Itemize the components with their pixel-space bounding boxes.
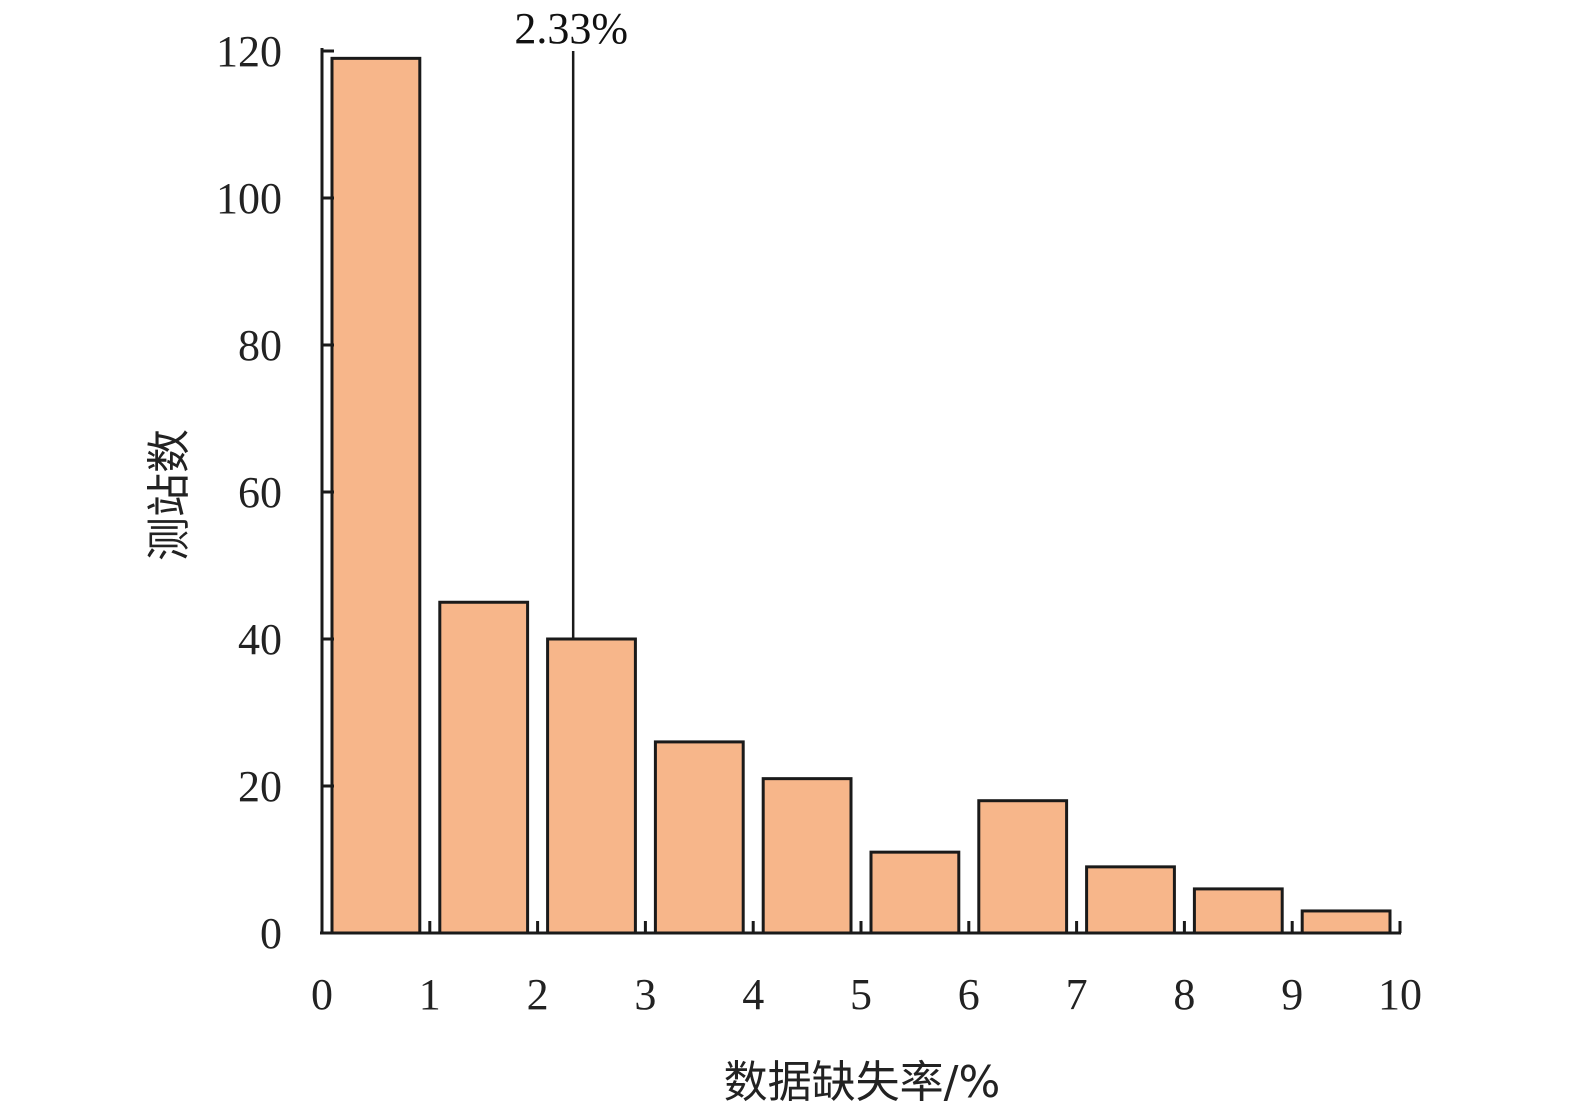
x-tick-label-1: 1: [419, 970, 441, 1019]
bar-2: [548, 639, 636, 933]
bar-9: [1302, 911, 1390, 933]
bar-4: [763, 779, 851, 933]
bar-0: [332, 58, 420, 933]
bar-8: [1194, 889, 1282, 933]
x-tick-label-0: 0: [311, 970, 333, 1019]
x-tick-label-7: 7: [1066, 970, 1088, 1019]
bar-5: [871, 852, 959, 933]
bar-1: [440, 602, 528, 933]
x-tick-label-10: 10: [1378, 970, 1422, 1019]
bar-3: [655, 742, 743, 933]
x-tick-label-9: 9: [1281, 970, 1303, 1019]
x-tick-label-2: 2: [527, 970, 549, 1019]
y-tick-label-5: 100: [216, 174, 282, 223]
x-tick-label-6: 6: [958, 970, 980, 1019]
bar-7: [1087, 867, 1175, 933]
y-tick-label-0: 0: [260, 909, 282, 958]
y-tick-label-1: 20: [238, 762, 282, 811]
y-axis-title: 测站数: [144, 429, 195, 561]
annotation-label: 2.33%: [514, 4, 628, 53]
y-tick-label-2: 40: [238, 615, 282, 664]
x-tick-label-4: 4: [742, 970, 764, 1019]
x-tick-label-8: 8: [1173, 970, 1195, 1019]
y-tick-label-3: 60: [238, 468, 282, 517]
y-tick-label-4: 80: [238, 321, 282, 370]
annotation-group: 2.33%: [514, 4, 628, 639]
x-tick-label-5: 5: [850, 970, 872, 1019]
y-tick-label-6: 120: [216, 27, 282, 76]
bars-group: [332, 58, 1390, 933]
x-axis-title: 数据缺失率/%: [724, 1057, 1001, 1108]
x-tick-label-3: 3: [634, 970, 656, 1019]
bar-6: [979, 801, 1067, 933]
